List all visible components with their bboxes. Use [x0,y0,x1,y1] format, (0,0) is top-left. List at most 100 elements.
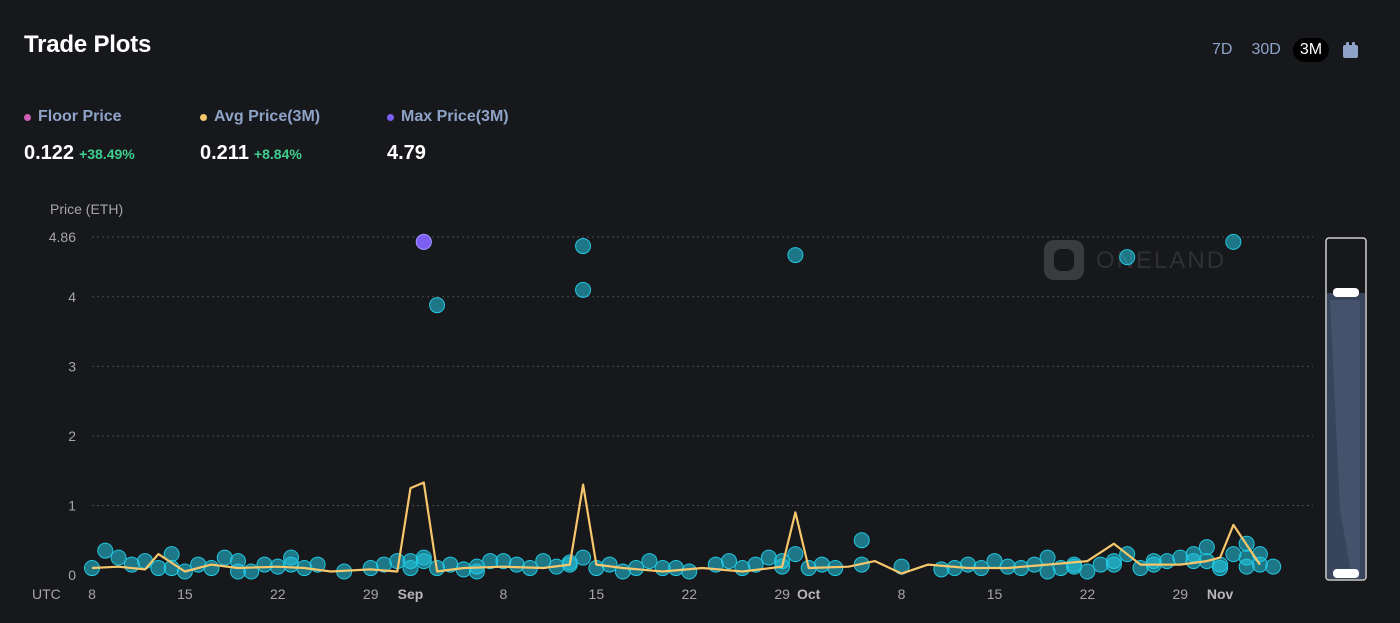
trade-point [203,560,220,577]
avg-price-value: 0.211 [200,142,249,164]
trade-point [734,560,751,577]
trade-point [468,563,485,580]
x-tick-label: 22 [1080,586,1096,602]
trade-point [986,553,1003,570]
x-tick-label: Oct [797,586,821,602]
y-tick-label: 4.86 [49,229,76,245]
page-title: Trade Plots [24,31,152,58]
range-30d-button[interactable]: 30D [1251,41,1281,58]
trade-point [654,560,671,577]
trade-point [1238,558,1255,575]
trade-point [1079,563,1096,580]
x-tick-label: 15 [987,586,1003,602]
trade-point [853,532,870,549]
x-tick-label: 15 [177,586,193,602]
trade-point [747,556,764,573]
x-tick-label: 29 [1172,586,1188,602]
trade-point [787,247,804,264]
range-3m-button[interactable]: 3M [1292,38,1330,62]
trade-point [216,549,233,566]
x-tick-label: Nov [1207,586,1234,602]
trade-point [97,542,114,559]
trade-point [150,560,167,577]
trade-point [362,560,379,577]
floor-price-value: 0.122 [24,142,75,164]
y-axis-label: Price (ETH) [50,201,123,217]
trade-point [787,546,804,563]
trade-point [813,556,830,573]
trade-point [575,238,592,255]
trade-point [681,563,698,580]
floor-price-label: Floor Price [38,108,122,125]
x-tick-label: 8 [898,586,906,602]
trade-point [959,556,976,573]
floor-price-stat: Floor Price 0.122 +38.49% [24,108,135,165]
max-price-value: 4.79 [387,142,426,164]
y-tick-label: 2 [68,428,76,444]
x-tick-label: 8 [88,586,96,602]
trade-plot-chart: Price (ETH) ONELAND 0 1 2 3 4 4.86 8 15 22 29 Sep… [32,201,1367,602]
x-axis-utc-label: UTC [32,586,61,602]
max-price-label: Max Price(3M) [401,108,509,125]
max-price-dot [387,113,394,121]
y-tick-label: 4 [68,289,76,305]
trade-point [256,556,273,573]
trade-point [1212,560,1229,577]
trade-point [1225,546,1242,563]
trade-point [721,553,738,570]
y-tick-label: 3 [68,358,76,374]
x-tick-label: 22 [270,586,286,602]
calendar-icon[interactable] [1343,42,1359,58]
watermark-logo: ONELAND [1044,240,1226,280]
avg-price-dot [200,113,207,121]
trade-point [508,556,525,573]
trade-point [137,553,154,570]
trade-point [243,563,260,580]
max-price-point [415,233,432,250]
trade-point [1066,556,1083,573]
x-tick-label: 22 [681,586,697,602]
trade-point [1039,549,1056,566]
trade-point [123,556,140,573]
floor-price-change: +38.49% [79,146,135,162]
y-tick-label: 1 [68,497,76,513]
max-price-stat: Max Price(3M) 4.79 [387,108,509,165]
trade-point [1092,556,1109,573]
watermark-text: ONELAND [1096,247,1226,274]
range-slider-top-handle[interactable] [1333,288,1359,297]
x-tick-label: 29 [363,586,379,602]
x-tick-label: 8 [500,586,508,602]
trade-point [667,560,684,577]
range-slider-bottom-handle[interactable] [1333,569,1359,578]
range-slider[interactable] [1325,237,1367,581]
trade-point [1225,233,1242,250]
trade-point [760,549,777,566]
x-tick-label: Sep [398,586,424,602]
y-tick-label: 0 [68,567,76,583]
floor-price-dot [24,113,31,121]
avg-price-stat: Avg Price(3M) 0.211 +8.84% [200,108,320,165]
trade-point [1159,553,1176,570]
range-7d-button[interactable]: 7D [1212,41,1233,58]
trade-point [575,549,592,566]
trade-point [1132,560,1149,577]
avg-price-line [91,481,1261,575]
trade-point [1105,556,1122,573]
trade-point [1265,558,1282,575]
trade-point [429,297,446,314]
trade-point [641,553,658,570]
x-tick-label: 29 [774,586,790,602]
trade-point [1039,563,1056,580]
trade-point [402,560,419,577]
avg-price-change: +8.84% [253,146,302,162]
trade-point [415,549,432,566]
trade-point [110,549,127,566]
trade-point [1119,249,1136,266]
trade-point [1145,553,1162,570]
trade-point [575,281,592,298]
trade-point [283,556,300,573]
avg-price-label: Avg Price(3M) [214,108,321,125]
x-tick-label: 15 [589,586,605,602]
range-selector: 7D 30D 3M [1200,38,1359,62]
trade-point [1198,539,1215,556]
